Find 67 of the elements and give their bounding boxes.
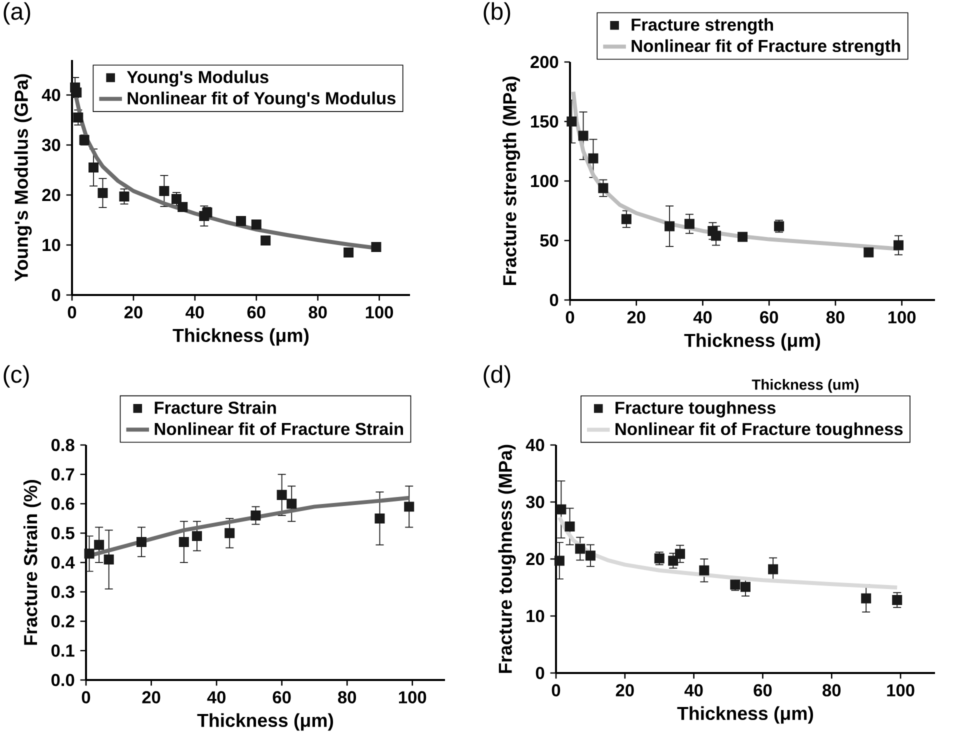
x-tick-label: 60 <box>272 691 291 704</box>
x-tick-label: 80 <box>822 684 841 696</box>
chart-title: (b) <box>484 2 510 25</box>
legend-label: Nonlinear fit of Fracture toughness <box>616 422 903 439</box>
x-axis-title: Thickness (μm) <box>172 328 309 346</box>
x-tick-label: 20 <box>124 306 142 318</box>
x-tick-label: 40 <box>186 306 204 318</box>
y-tick-label: 40 <box>526 438 544 452</box>
y-tick-label: 0 <box>52 288 60 302</box>
x-tick-label: 80 <box>826 311 844 324</box>
x-tick-label: 100 <box>887 684 914 696</box>
y-tick-label: 0.5 <box>51 526 74 540</box>
y-axis-title: Young's Modulus (GPa) <box>14 74 32 282</box>
y-tick-label: 0.8 <box>51 438 74 452</box>
x-tick-label: 100 <box>888 311 916 324</box>
x-tick-label: 40 <box>693 311 712 324</box>
y-tick-label: 30 <box>526 496 544 508</box>
y-axis-title: Fracture strength (MPa) <box>502 76 520 286</box>
legend-label: Nonlinear fit of Fracture Strain <box>154 422 404 436</box>
legend-label: Fracture toughness <box>616 401 776 418</box>
x-tick-label: 80 <box>308 306 327 318</box>
y-tick-label: 0.3 <box>51 586 74 598</box>
y-tick-label: 20 <box>526 552 544 566</box>
x-axis-title: Thickness (μm) <box>684 333 820 351</box>
y-tick-label: 20 <box>42 188 60 202</box>
legend-label: Fracture Strain <box>154 401 276 414</box>
y-tick-label: 0 <box>550 294 558 306</box>
chart-title: (c) <box>4 365 29 388</box>
y-tick-label: 50 <box>540 234 558 247</box>
x-axis-title: Thickness (μm) <box>677 706 814 724</box>
x-tick-label: 40 <box>207 691 226 704</box>
x-tick-label: 60 <box>247 306 266 318</box>
legend-label: Fracture strength <box>632 18 773 34</box>
x-tick-label: 40 <box>684 684 703 696</box>
legend-label: Nonlinear fit of Fracture strength <box>632 39 900 56</box>
y-tick-label: 0.7 <box>51 468 74 481</box>
y-tick-label: 40 <box>42 88 60 102</box>
y-tick-label: 200 <box>530 56 558 68</box>
x-tick-label: 0 <box>82 691 90 704</box>
y-axis-title: Fracture Strain (%) <box>23 480 41 645</box>
y-tick-label: 30 <box>42 138 60 152</box>
x-tick-label: 100 <box>399 691 426 704</box>
chart-title: (a) <box>4 2 30 25</box>
chart-title: (d) <box>484 365 510 388</box>
x-tick-label: 100 <box>366 306 394 318</box>
x-tick-label: 60 <box>754 684 772 696</box>
y-axis-title: Fracture toughness (MPa) <box>498 444 516 673</box>
y-tick-label: 0.1 <box>51 644 74 657</box>
y-tick-label: 10 <box>42 238 60 252</box>
y-tick-label: 0.6 <box>51 498 74 510</box>
x-tick-label: 20 <box>616 684 634 696</box>
x-tick-label: 20 <box>142 691 160 704</box>
y-tick-label: 100 <box>531 174 558 188</box>
x-tick-label: 0 <box>566 311 574 324</box>
y-tick-label: 150 <box>531 115 558 128</box>
x-tick-label: 60 <box>760 311 778 324</box>
x-tick-label: 20 <box>627 311 646 324</box>
y-tick-label: 10 <box>526 610 544 622</box>
text: Thickness (um) <box>752 379 859 393</box>
y-tick-label: 0.4 <box>51 556 75 569</box>
y-tick-label: 0.0 <box>51 674 74 686</box>
x-axis-title: Thickness (μm) <box>197 713 334 731</box>
x-tick-label: 80 <box>338 691 356 704</box>
y-tick-label: 0.2 <box>51 615 74 628</box>
legend-label: Nonlinear fit of Young's Modulus <box>128 92 396 108</box>
y-tick-label: 0 <box>536 666 544 680</box>
legend-label: Young's Modulus <box>126 70 268 87</box>
